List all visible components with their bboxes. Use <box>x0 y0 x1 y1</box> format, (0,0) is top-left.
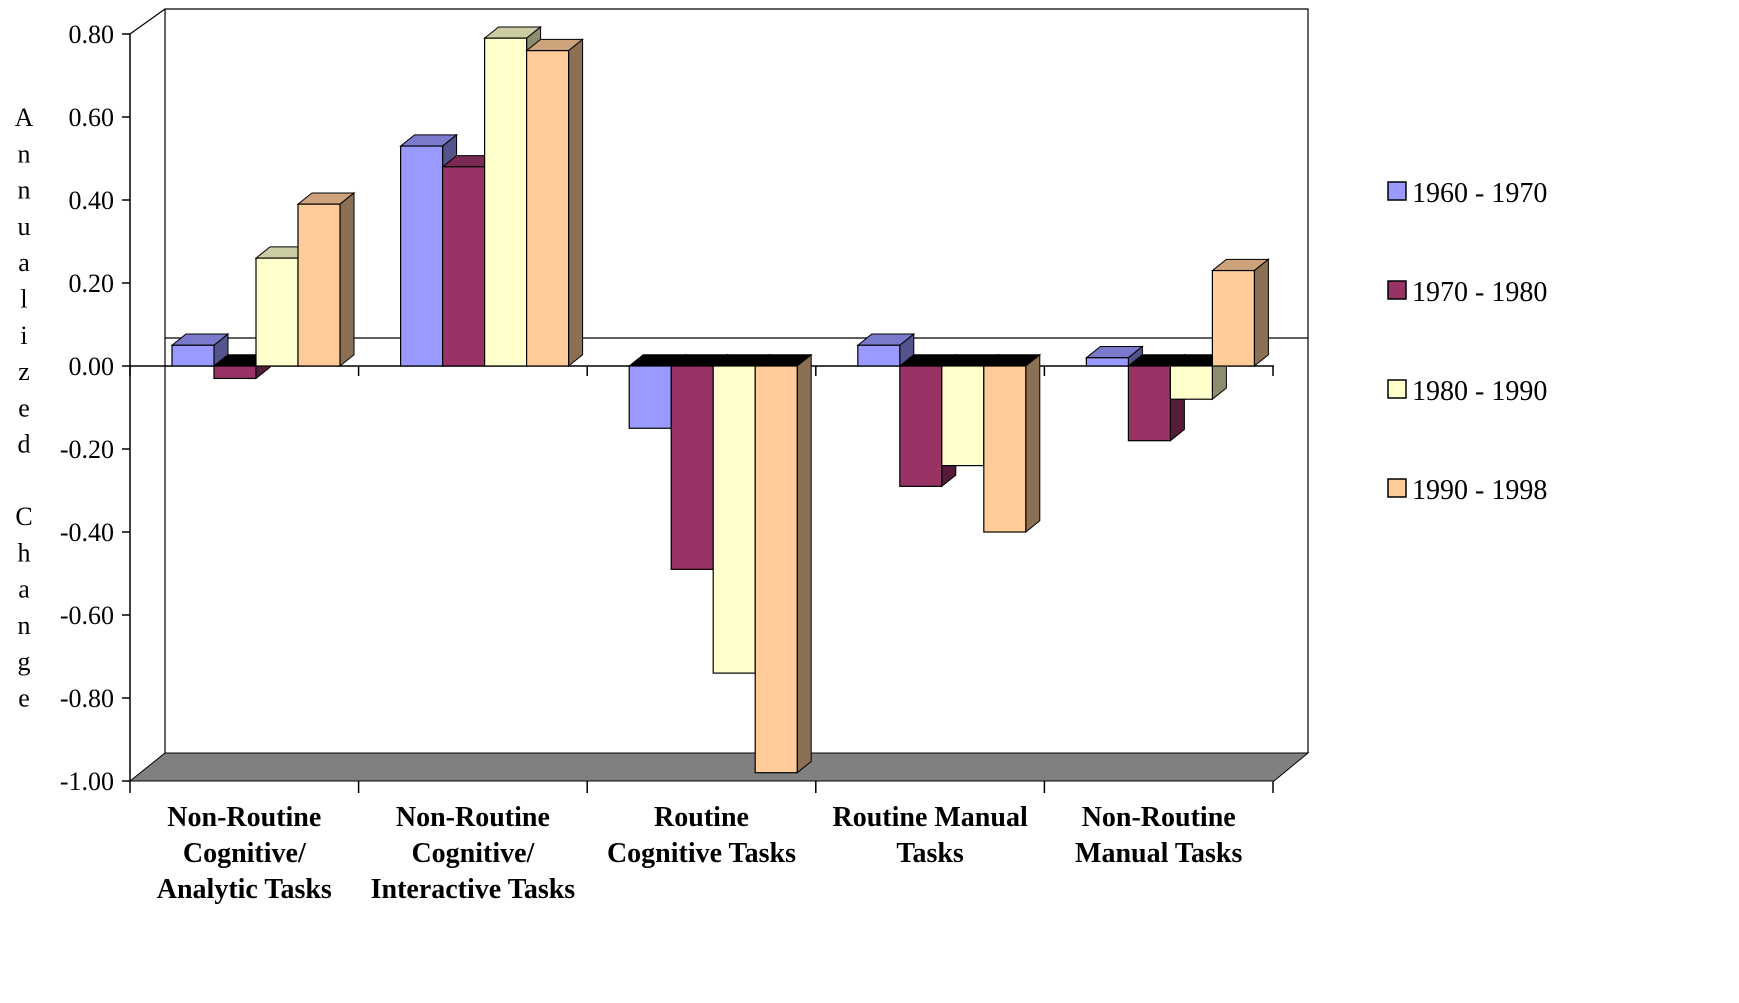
y-axis-label-letter: d <box>18 430 31 459</box>
legend-label: 1980 - 1990 <box>1412 376 1547 407</box>
bar <box>982 353 1042 534</box>
y-tick-label: 0.00 <box>69 352 115 381</box>
category-label: Non-Routine <box>167 802 321 833</box>
legend-swatch <box>1387 379 1407 399</box>
y-axis-label-letter: a <box>18 575 30 604</box>
y-tick-label: -0.40 <box>60 518 114 547</box>
category-label: Analytic Tasks <box>157 874 332 905</box>
category-label: Cognitive/ <box>411 838 535 869</box>
y-tick-label: 0.60 <box>69 103 115 132</box>
y-axis-label-letter: n <box>18 611 31 640</box>
legend-label: 1990 - 1998 <box>1412 475 1547 506</box>
y-tick-label: 0.20 <box>69 269 115 298</box>
y-tick-label: -1.00 <box>60 767 114 796</box>
y-axis-label-letter: a <box>18 248 30 277</box>
category-label: Manual Tasks <box>1075 838 1242 869</box>
y-axis-label-letter: u <box>18 212 31 241</box>
category-label: Routine Manual <box>832 802 1027 833</box>
bar <box>1210 258 1270 368</box>
plot-area-frame <box>129 8 1309 753</box>
y-axis-label-letter: z <box>18 357 30 386</box>
category-labels: Non-Routine Cognitive/Analytic Tasks Non-R… <box>157 802 1243 905</box>
legend-swatch <box>1387 280 1407 300</box>
legend-swatch <box>1387 181 1407 201</box>
y-tick-label: -0.20 <box>60 435 114 464</box>
bar <box>296 191 356 368</box>
category-label: Cognitive/ <box>183 838 307 869</box>
y-axis-label-letter: e <box>18 393 30 422</box>
y-axis-label-letter: n <box>18 139 31 168</box>
bar <box>856 333 916 368</box>
y-axis-label-letter: h <box>18 538 31 567</box>
legend-label: 1970 - 1980 <box>1412 277 1547 308</box>
bar <box>753 353 813 774</box>
category-label: Non-Routine <box>1082 802 1236 833</box>
category-label: Tasks <box>896 838 964 869</box>
legend-swatch <box>1387 478 1407 498</box>
category-label: Cognitive Tasks <box>607 838 796 869</box>
y-tick-label: 0.40 <box>69 186 115 215</box>
chart-floor <box>128 752 1310 782</box>
y-tick-label: -0.80 <box>60 684 114 713</box>
y-axis-label-letter: A <box>15 103 34 132</box>
bar <box>1084 345 1144 368</box>
category-label: Interactive Tasks <box>371 874 576 905</box>
y-tick-label: 0.80 <box>69 20 115 49</box>
y-axis-label-letter: n <box>18 176 31 205</box>
y-axis-label-letter: l <box>20 285 27 314</box>
y-axis-label-letter: g <box>18 647 31 676</box>
category-label: Non-Routine <box>396 802 550 833</box>
bar <box>170 333 230 368</box>
bar <box>525 38 585 368</box>
y-axis-label-letter: C <box>15 502 32 531</box>
y-axis-label-letter: i <box>20 321 27 350</box>
bars-group <box>170 25 1270 774</box>
legend-label: 1960 - 1970 <box>1412 178 1547 209</box>
category-label: Routine <box>654 802 749 833</box>
y-tick-label: -0.60 <box>60 601 114 630</box>
legend: 1960 - 1970 1970 - 1980 1980 - 1990 1990 - … <box>1387 178 1547 506</box>
y-axis-label-letter: e <box>18 684 30 713</box>
